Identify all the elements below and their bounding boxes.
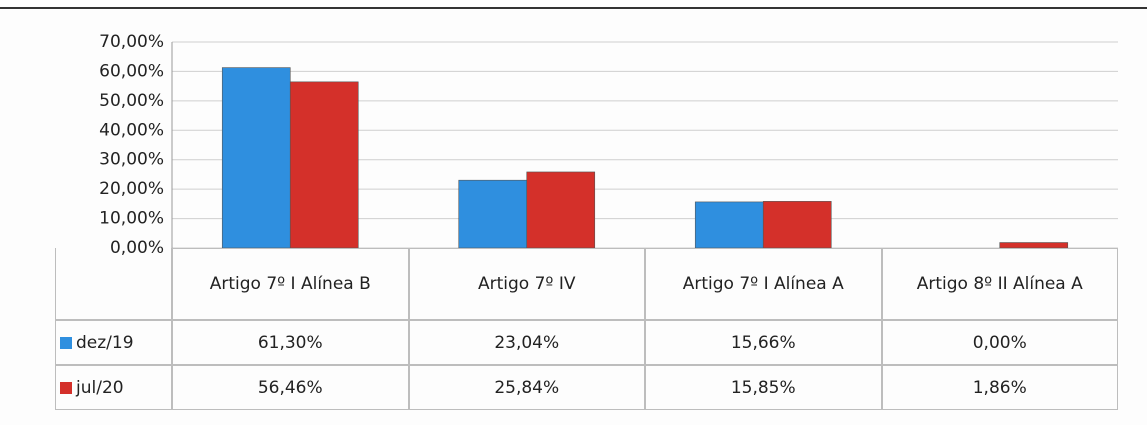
bar (289, 81, 359, 249)
value-label: 23,04% (408, 320, 645, 365)
legend-swatch (60, 336, 72, 349)
category-label: Artigo 7º IV (408, 248, 645, 320)
y-tick-label: 50,00% (99, 91, 164, 111)
value-label: 56,46% (172, 365, 409, 410)
value-label: 0,00% (881, 320, 1118, 365)
category-label: Artigo 7º I Alínea B (172, 248, 409, 320)
bar (762, 201, 832, 249)
value-label: 61,30% (172, 320, 409, 365)
y-tick-label: 20,00% (99, 179, 164, 199)
y-tick-label: 10,00% (99, 209, 164, 229)
bar (458, 179, 528, 249)
legend-label: jul/20 (76, 377, 124, 398)
category-label: Artigo 7º I Alínea A (645, 248, 882, 320)
y-tick-label: 30,00% (99, 150, 164, 170)
y-tick-label: 40,00% (99, 120, 164, 140)
y-tick-label: 70,00% (99, 32, 164, 52)
legend-label: dez/19 (76, 332, 134, 353)
bar (221, 67, 291, 249)
legend-cell: jul/20 (55, 365, 172, 410)
category-label: Artigo 8º II Alínea A (881, 248, 1118, 320)
value-label: 15,66% (645, 320, 882, 365)
legend-cell: dez/19 (55, 320, 172, 365)
y-tick-label: 60,00% (99, 61, 164, 81)
value-label: 15,85% (645, 365, 882, 410)
value-label: 25,84% (408, 365, 645, 410)
y-tick-label: 0,00% (110, 238, 164, 258)
bar (694, 201, 764, 249)
legend-swatch (60, 381, 72, 394)
value-label: 1,86% (881, 365, 1118, 410)
bar (526, 171, 596, 249)
table-corner (55, 248, 172, 320)
